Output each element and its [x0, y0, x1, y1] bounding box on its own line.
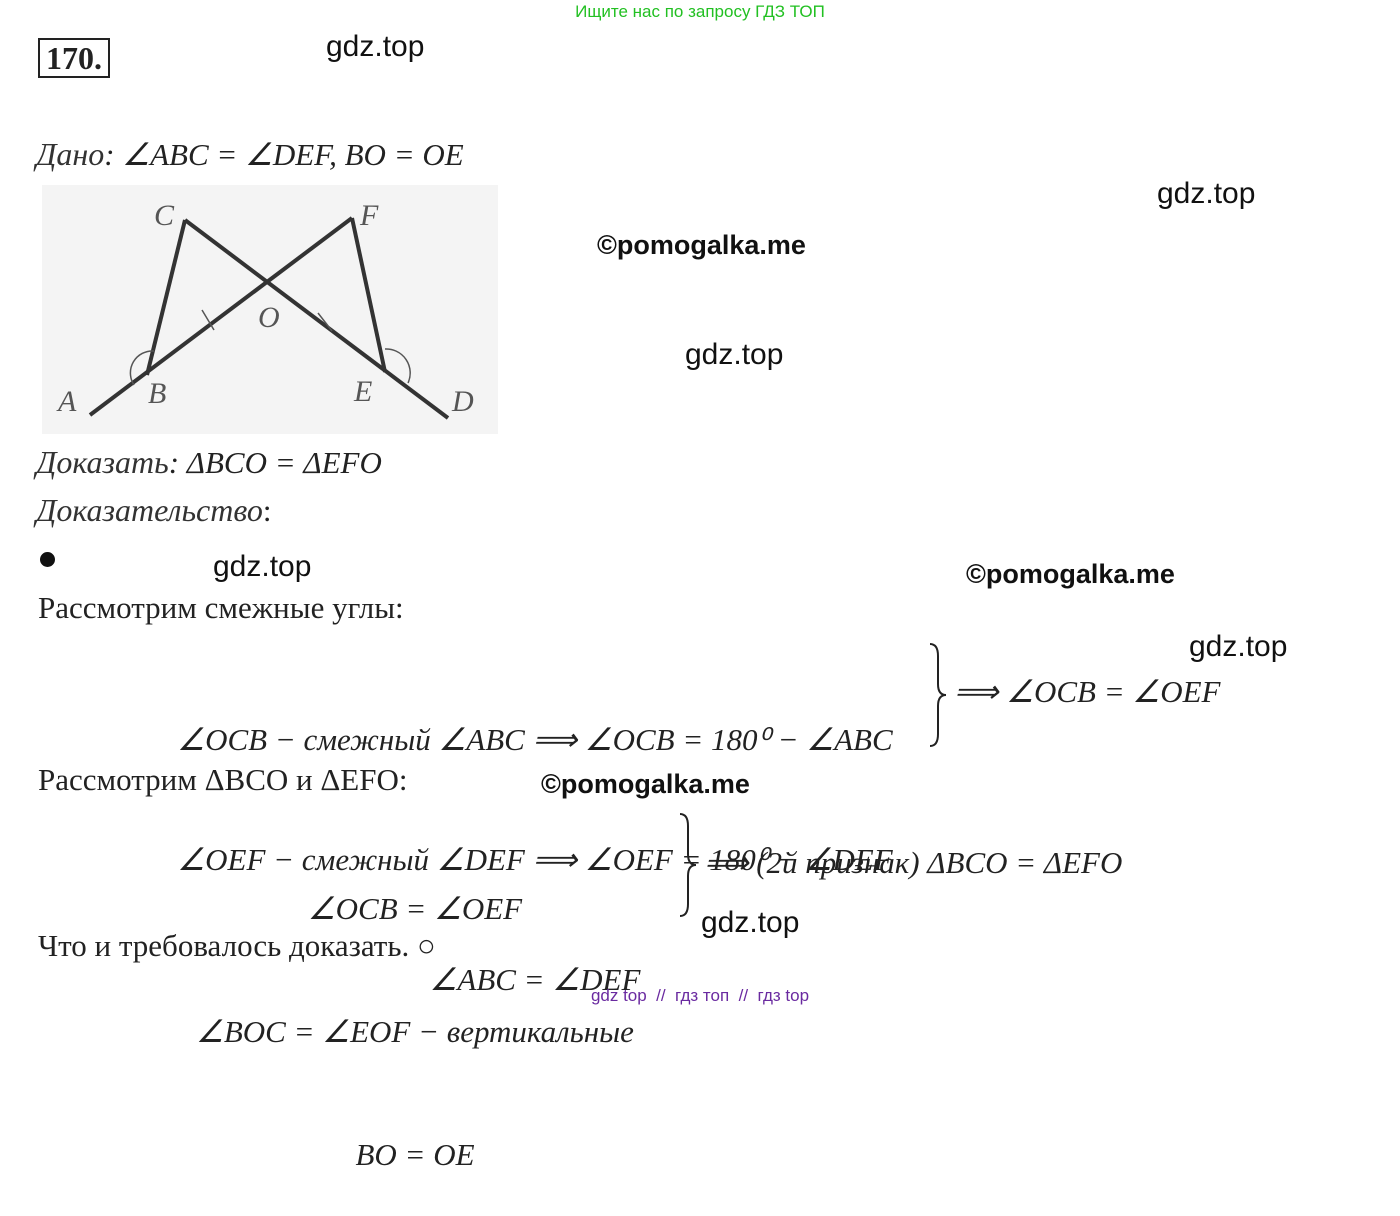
system-line: ∠BOC = ∠EOF − вертикальные [196, 1014, 634, 1049]
given-text: : ∠ABC = ∠DEF, BO = OE [104, 137, 464, 172]
point-label: C [154, 199, 175, 232]
given: Дано: ∠ABC = ∠DEF, BO = OE [36, 136, 464, 173]
point-label: D [451, 385, 474, 418]
watermark: gdz.top [1189, 630, 1288, 663]
figure-marks [129, 309, 411, 386]
brace [679, 813, 697, 917]
system-line: ∠OCB − смежный ∠ABC ⟹ ∠OCB = 180⁰ − ∠ABC [177, 722, 893, 757]
banner[interactable]: Ищите нас по запросу ГДЗ ТОП [575, 2, 825, 21]
watermark: gdz.top [1157, 177, 1256, 210]
watermark: gdz.top [701, 906, 800, 939]
prove-text: : ΔBCO = ΔEFO [168, 445, 382, 480]
point-label: A [56, 385, 77, 418]
footer-links[interactable]: gdz top // гдз топ // гдз top [590, 986, 810, 1005]
system-line: ∠OCB = ∠OEF [307, 891, 523, 926]
proof-end: Что и требовалось доказать. ○ [38, 928, 436, 963]
prove: Доказать: ΔBCO = ΔEFO [36, 444, 382, 481]
task-number: 170. [38, 38, 110, 78]
watermark: ©pomogalka.me [541, 769, 750, 799]
conclusion: ⟹ (2й признак) ΔBCO = ΔEFO [704, 845, 1123, 880]
proof-label: Доказательство [36, 492, 263, 528]
watermark: gdz.top [326, 30, 425, 63]
proof-heading: Доказательство: [36, 492, 271, 529]
system: ∠OCB − смежный ∠ABC ⟹ ∠OCB = 180⁰ − ∠ABC… [140, 640, 930, 1040]
watermark: gdz.top [213, 550, 312, 583]
point-label: B [148, 377, 166, 410]
page: Ищите нас по запросу ГДЗ ТОП 170. gdz.to… [36, 2, 1288, 1172]
conclusion: ⟹ ∠OCB = ∠OEF [954, 674, 1221, 709]
watermark: ©pomogalka.me [966, 559, 1175, 589]
system-line: BO = OE [355, 1137, 475, 1172]
figure: C F O A B E D [42, 185, 498, 434]
watermark: ©pomogalka.me [597, 230, 806, 260]
proof-colon: : [262, 493, 272, 528]
bullet [40, 552, 55, 567]
system: ∠OCB = ∠OEF ∠BOC = ∠EOF − вертикальные B… [150, 806, 680, 1216]
figure-lines [88, 216, 450, 420]
step-intro: Рассмотрим ΔBCO и ΔEFO: [38, 762, 408, 797]
point-label: O [258, 301, 280, 334]
given-label: Дано [36, 136, 105, 172]
watermark: gdz.top [685, 338, 784, 371]
point-label: E [353, 375, 372, 408]
system-line: ∠ABC = ∠DEF [429, 962, 641, 997]
point-label: F [359, 199, 379, 232]
prove-label: Доказать [36, 444, 169, 480]
step-intro: Рассмотрим смежные углы: [38, 590, 404, 625]
brace [929, 643, 947, 747]
system-line: ∠OEF − смежный ∠DEF ⟹ ∠OEF = 180⁰ − ∠DEF [177, 842, 893, 877]
